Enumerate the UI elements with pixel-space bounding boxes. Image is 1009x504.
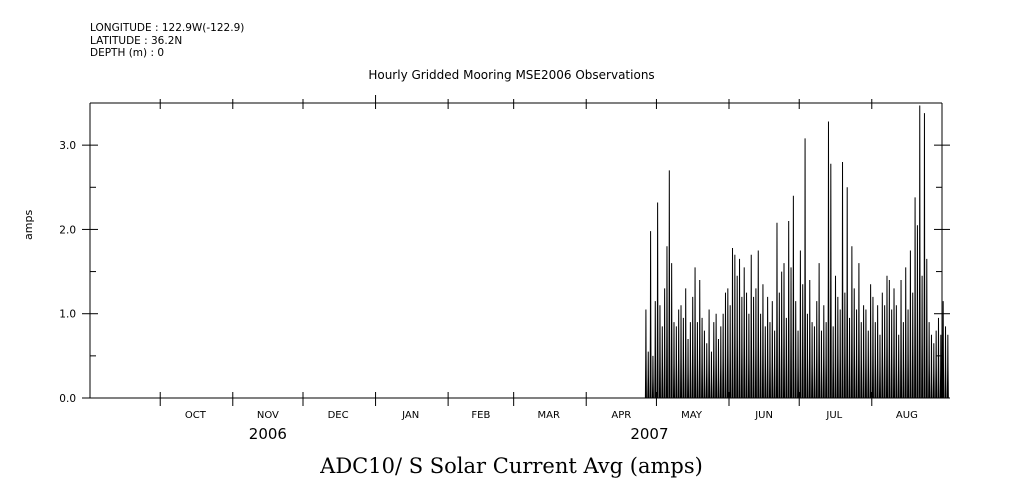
- tick-marks: [82, 95, 950, 406]
- tick-labels: 0.0 1.0 2.0 3.0 OCT NOV DEC JAN FEB MAR APR MAY JUN J…: [59, 140, 918, 443]
- series-plot: [644, 105, 949, 399]
- y-tick-label: 3.0: [59, 140, 76, 152]
- year-label: 2006: [249, 425, 287, 443]
- series-line: [644, 105, 949, 399]
- y-tick-label: 1.0: [59, 309, 76, 321]
- latitude-label: LATITUDE : 36.2N: [90, 34, 183, 47]
- month-label: OCT: [185, 410, 207, 421]
- y-tick-label: 0.0: [59, 393, 76, 405]
- month-label: MAR: [538, 410, 560, 421]
- chart-title: Hourly Gridded Mooring MSE2006 Observati…: [368, 68, 655, 82]
- month-label: JAN: [401, 410, 419, 421]
- year-label: 2007: [630, 425, 668, 443]
- month-label: FEB: [471, 410, 490, 421]
- month-label: APR: [611, 410, 631, 421]
- variable-title: ADC10/ S Solar Current Avg (amps): [320, 454, 703, 478]
- longitude-label: LONGITUDE : 122.9W(-122.9): [90, 22, 245, 34]
- month-label: JUL: [825, 410, 842, 421]
- depth-label: DEPTH (m) : 0: [90, 47, 165, 59]
- y-tick-label: 2.0: [59, 224, 76, 236]
- month-label: NOV: [257, 410, 279, 421]
- month-label: JUN: [754, 410, 773, 421]
- location-info: LONGITUDE : 122.9W(-122.9) LATITUDE : 36…: [90, 22, 244, 60]
- month-label: MAY: [681, 410, 703, 421]
- month-label: DEC: [328, 410, 349, 421]
- month-label: AUG: [896, 410, 918, 421]
